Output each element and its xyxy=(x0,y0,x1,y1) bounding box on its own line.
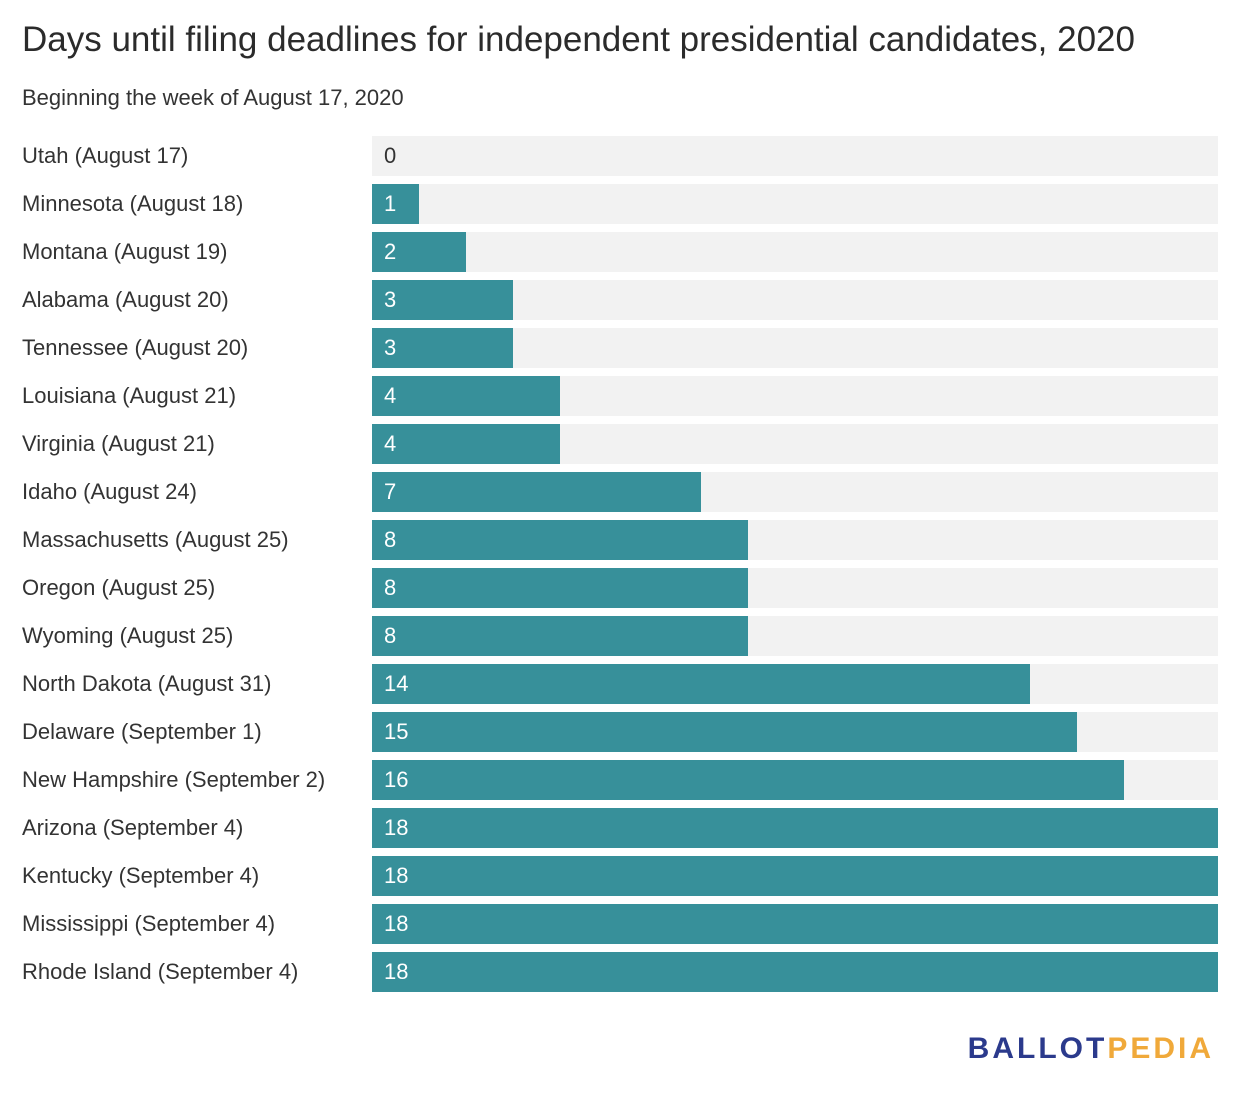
data-label: 8 xyxy=(384,575,397,600)
bar-row: Mississippi (September 4) 18 xyxy=(0,904,1240,952)
bar xyxy=(372,232,466,272)
chart-title: Days until filing deadlines for independ… xyxy=(22,20,1135,59)
bar-track: 7 xyxy=(372,472,1218,512)
bar-track: 4 xyxy=(372,424,1218,464)
bar-track: 3 xyxy=(372,280,1218,320)
bar xyxy=(372,520,748,560)
logo-part-ballot: BALLOT xyxy=(967,1032,1108,1065)
bar-row: Massachusetts (August 25) 8 xyxy=(0,520,1240,568)
ballotpedia-logo: BALLOTPEDIA xyxy=(968,1032,1214,1066)
category-label: Minnesota (August 18) xyxy=(22,191,244,216)
data-label: 2 xyxy=(384,239,397,264)
data-label: 15 xyxy=(384,719,409,744)
bar-track: 18 xyxy=(372,952,1218,992)
bar xyxy=(372,952,1218,992)
category-label: Mississippi (September 4) xyxy=(22,911,276,936)
bar-track: 8 xyxy=(372,520,1218,560)
bar xyxy=(372,568,748,608)
category-label: Rhode Island (September 4) xyxy=(22,959,299,984)
bar-row: Minnesota (August 18) 1 xyxy=(0,184,1240,232)
chart-subtitle: Beginning the week of August 17, 2020 xyxy=(22,85,404,110)
category-label: North Dakota (August 31) xyxy=(22,671,272,696)
bar-row: Wyoming (August 25) 8 xyxy=(0,616,1240,664)
bar xyxy=(372,616,748,656)
data-label: 8 xyxy=(384,623,397,648)
category-label: Tennessee (August 20) xyxy=(22,335,249,360)
bar xyxy=(372,856,1218,896)
category-label: Oregon (August 25) xyxy=(22,575,216,600)
category-label: Montana (August 19) xyxy=(22,239,228,264)
bar xyxy=(372,712,1077,752)
bar xyxy=(372,808,1218,848)
bar-track: 18 xyxy=(372,808,1218,848)
bar-track: 4 xyxy=(372,376,1218,416)
bar-track: 0 xyxy=(372,136,1218,176)
bar xyxy=(372,760,1124,800)
category-label: Arizona (September 4) xyxy=(22,815,244,840)
bar xyxy=(372,424,560,464)
data-label: 18 xyxy=(384,863,409,888)
category-label: Virginia (August 21) xyxy=(22,431,215,456)
data-label: 4 xyxy=(384,383,397,408)
bar-track: 14 xyxy=(372,664,1218,704)
data-label: 3 xyxy=(384,287,397,312)
bar-track: 2 xyxy=(372,232,1218,272)
data-label: 4 xyxy=(384,431,397,456)
bar-track: 3 xyxy=(372,328,1218,368)
category-label: Massachusetts (August 25) xyxy=(22,527,289,552)
bar-row: Utah (August 17) 0 xyxy=(0,136,1240,184)
category-label: Alabama (August 20) xyxy=(22,287,229,312)
bar-row: Kentucky (September 4) 18 xyxy=(0,856,1240,904)
bar-row: Tennessee (August 20) 3 xyxy=(0,328,1240,376)
category-label: Utah (August 17) xyxy=(22,143,189,168)
data-label: 7 xyxy=(384,479,397,504)
bar-row: Delaware (September 1) 15 xyxy=(0,712,1240,760)
bar-track: 18 xyxy=(372,856,1218,896)
bar-row: Louisiana (August 21) 4 xyxy=(0,376,1240,424)
category-label: New Hampshire (September 2) xyxy=(22,767,326,792)
category-label: Wyoming (August 25) xyxy=(22,623,234,648)
bar xyxy=(372,184,419,224)
bar-row: Arizona (September 4) 18 xyxy=(0,808,1240,856)
logo-part-pedia: PEDIA xyxy=(1107,1032,1214,1065)
bar-track: 8 xyxy=(372,616,1218,656)
bar xyxy=(372,376,560,416)
data-label: 8 xyxy=(384,527,397,552)
data-label: 0 xyxy=(384,143,397,168)
category-label: Kentucky (September 4) xyxy=(22,863,260,888)
bar-row: Montana (August 19) 2 xyxy=(0,232,1240,280)
data-label: 18 xyxy=(384,911,409,936)
bar-row: North Dakota (August 31) 14 xyxy=(0,664,1240,712)
bar-track: 15 xyxy=(372,712,1218,752)
bar-row: Oregon (August 25) 8 xyxy=(0,568,1240,616)
bar xyxy=(372,472,701,512)
data-label: 3 xyxy=(384,335,397,360)
bar-chart: Utah (August 17) 0 Minnesota (August 18) 1 M… xyxy=(0,136,1240,1000)
category-label: Idaho (August 24) xyxy=(22,479,197,504)
bar-row: New Hampshire (September 2) 16 xyxy=(0,760,1240,808)
bar-row: Idaho (August 24) 7 xyxy=(0,472,1240,520)
bar xyxy=(372,904,1218,944)
data-label: 1 xyxy=(384,191,397,216)
bar-track: 18 xyxy=(372,904,1218,944)
category-label: Louisiana (August 21) xyxy=(22,383,237,408)
category-label: Delaware (September 1) xyxy=(22,719,262,744)
bar-row: Rhode Island (September 4) 18 xyxy=(0,952,1240,1000)
bar-row: Alabama (August 20) 3 xyxy=(0,280,1240,328)
data-label: 16 xyxy=(384,767,409,792)
bar xyxy=(372,664,1030,704)
data-label: 14 xyxy=(384,671,409,696)
bar-track: 8 xyxy=(372,568,1218,608)
bar xyxy=(372,328,513,368)
bar-track: 16 xyxy=(372,760,1218,800)
data-label: 18 xyxy=(384,815,409,840)
bar-track: 1 xyxy=(372,184,1218,224)
data-label: 18 xyxy=(384,959,409,984)
bar-row: Virginia (August 21) 4 xyxy=(0,424,1240,472)
bar xyxy=(372,280,513,320)
